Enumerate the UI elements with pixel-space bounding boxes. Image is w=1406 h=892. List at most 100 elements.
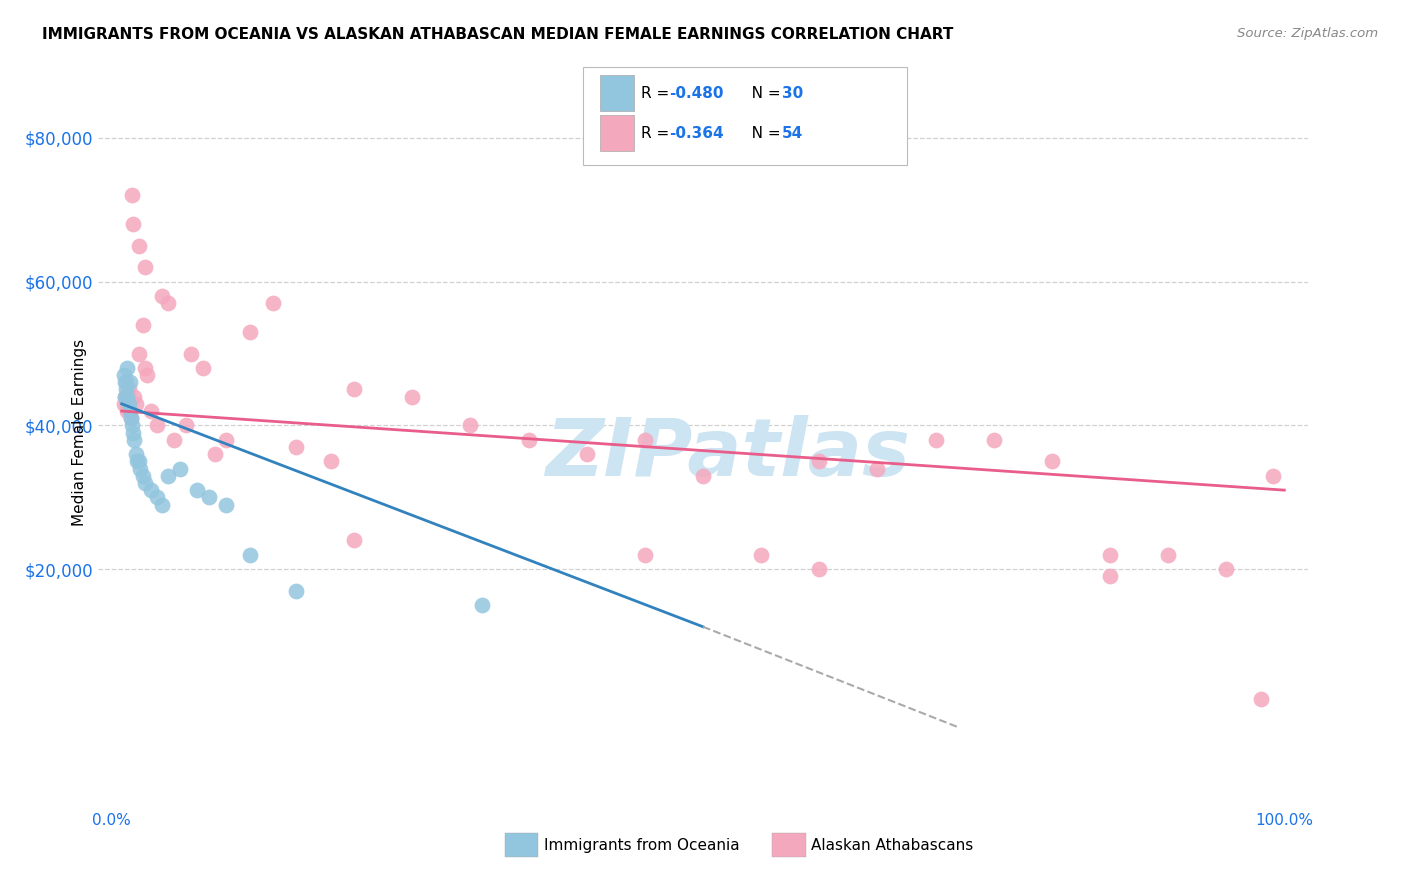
- Point: [120, 411, 142, 425]
- Point: [983, 433, 1005, 447]
- Point: [121, 188, 143, 202]
- Point: [117, 360, 139, 375]
- Point: [131, 468, 153, 483]
- Point: [1250, 691, 1272, 706]
- Point: [174, 418, 197, 433]
- Text: Immigrants from Oceania: Immigrants from Oceania: [544, 838, 740, 853]
- Point: [1261, 468, 1284, 483]
- Point: [460, 418, 482, 433]
- Point: [120, 411, 142, 425]
- Point: [808, 562, 831, 576]
- Point: [124, 447, 146, 461]
- Text: N =: N =: [737, 127, 785, 141]
- Point: [134, 360, 156, 375]
- Text: N =: N =: [737, 87, 785, 101]
- Point: [114, 376, 136, 390]
- Text: Alaskan Athabascans: Alaskan Athabascans: [811, 838, 973, 853]
- Point: [139, 483, 162, 497]
- Point: [145, 418, 167, 433]
- Point: [866, 461, 889, 475]
- Point: [692, 468, 714, 483]
- Point: [285, 583, 308, 598]
- Point: [401, 390, 423, 404]
- Point: [134, 260, 156, 275]
- Point: [517, 433, 540, 447]
- Point: [117, 397, 139, 411]
- Point: [262, 296, 284, 310]
- Point: [634, 433, 657, 447]
- Point: [343, 383, 366, 397]
- Point: [186, 483, 208, 497]
- Point: [124, 397, 146, 411]
- Point: [117, 404, 139, 418]
- Text: 100.0%: 100.0%: [1256, 814, 1313, 828]
- Point: [239, 325, 262, 339]
- Point: [634, 548, 657, 562]
- Text: Source: ZipAtlas.com: Source: ZipAtlas.com: [1237, 27, 1378, 40]
- Text: 30: 30: [782, 87, 803, 101]
- Point: [1215, 562, 1237, 576]
- Point: [157, 296, 180, 310]
- Point: [118, 376, 141, 390]
- Point: [319, 454, 342, 468]
- Point: [215, 433, 238, 447]
- Point: [808, 454, 831, 468]
- Point: [122, 217, 145, 231]
- Point: [575, 447, 598, 461]
- Text: R =: R =: [641, 127, 675, 141]
- Text: IMMIGRANTS FROM OCEANIA VS ALASKAN ATHABASCAN MEDIAN FEMALE EARNINGS CORRELATION: IMMIGRANTS FROM OCEANIA VS ALASKAN ATHAB…: [42, 27, 953, 42]
- Point: [150, 289, 173, 303]
- Point: [924, 433, 946, 447]
- Point: [128, 454, 150, 468]
- Point: [1157, 548, 1180, 562]
- Point: [198, 491, 221, 505]
- Point: [136, 368, 159, 383]
- Point: [157, 468, 180, 483]
- Point: [121, 418, 143, 433]
- Point: [114, 390, 136, 404]
- Y-axis label: Median Female Earnings: Median Female Earnings: [72, 339, 87, 526]
- Point: [118, 383, 141, 397]
- Point: [131, 318, 153, 332]
- Point: [115, 383, 138, 397]
- Text: ZIPatlas: ZIPatlas: [544, 415, 910, 492]
- Point: [118, 397, 141, 411]
- Point: [239, 548, 262, 562]
- Point: [128, 238, 150, 252]
- Point: [124, 433, 146, 447]
- Text: -0.480: -0.480: [669, 87, 724, 101]
- Point: [124, 390, 146, 404]
- Point: [145, 491, 167, 505]
- Point: [125, 454, 148, 468]
- Point: [114, 390, 136, 404]
- Point: [112, 368, 135, 383]
- Point: [285, 440, 308, 454]
- Text: R =: R =: [641, 87, 675, 101]
- Point: [191, 360, 214, 375]
- Point: [128, 346, 150, 360]
- Point: [204, 447, 226, 461]
- Point: [117, 390, 139, 404]
- Point: [1098, 569, 1121, 583]
- Point: [1098, 548, 1121, 562]
- Point: [215, 498, 238, 512]
- Point: [115, 376, 138, 390]
- Text: 0.0%: 0.0%: [93, 814, 131, 828]
- Point: [180, 346, 202, 360]
- Point: [749, 548, 772, 562]
- Point: [163, 433, 186, 447]
- Text: 54: 54: [782, 127, 803, 141]
- Point: [169, 461, 191, 475]
- Point: [139, 404, 162, 418]
- Point: [122, 425, 145, 440]
- Point: [118, 404, 141, 418]
- Point: [1040, 454, 1063, 468]
- Point: [112, 397, 135, 411]
- Point: [150, 498, 173, 512]
- Text: -0.364: -0.364: [669, 127, 724, 141]
- Point: [343, 533, 366, 548]
- Point: [471, 598, 494, 612]
- Point: [118, 404, 141, 418]
- Point: [134, 475, 156, 490]
- Point: [129, 461, 152, 475]
